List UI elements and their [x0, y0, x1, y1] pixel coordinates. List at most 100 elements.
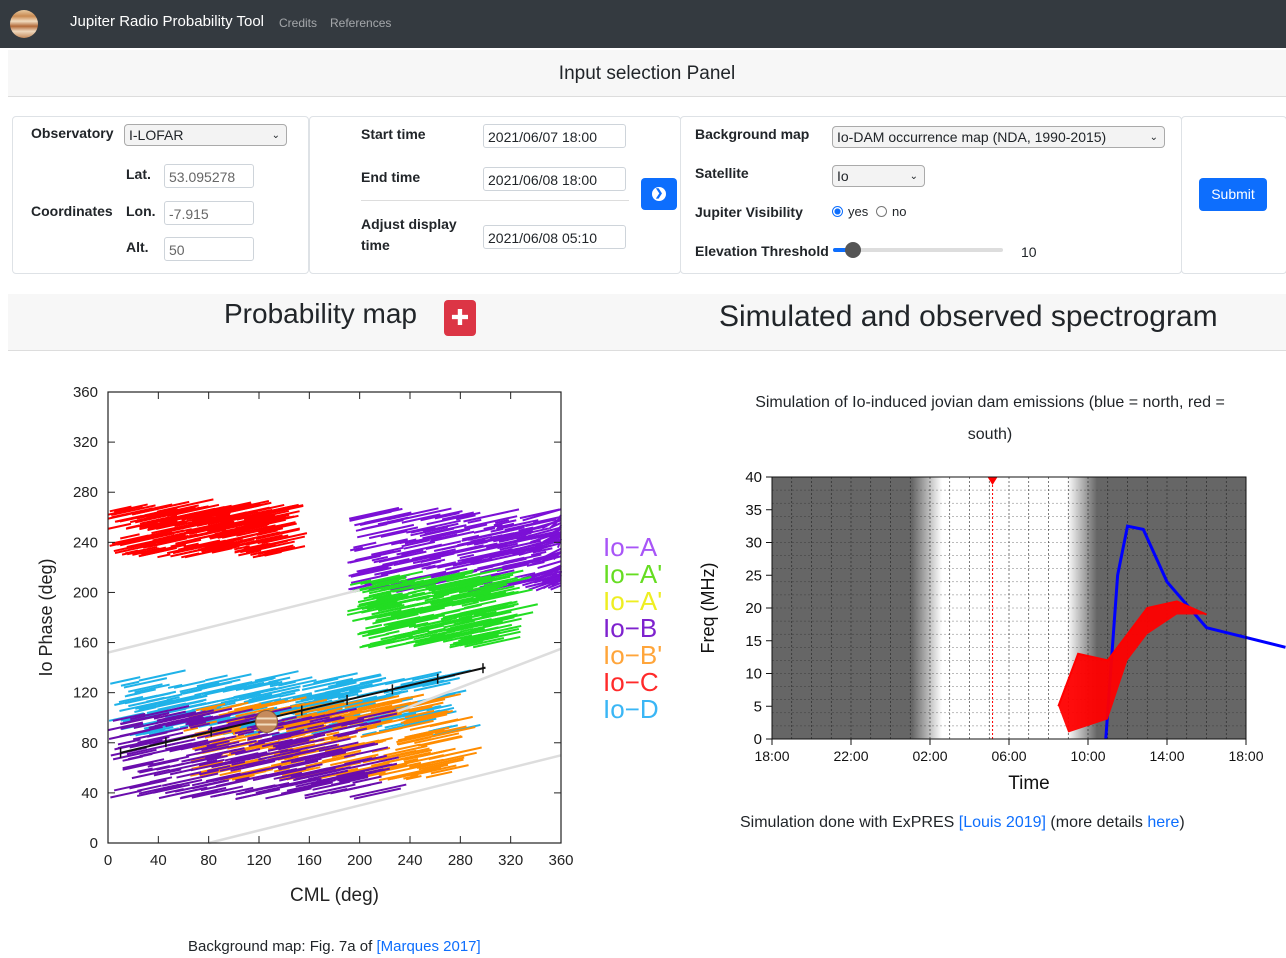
alt-field[interactable]: 50: [164, 237, 254, 261]
background-map-select[interactable]: Io-DAM occurrence map (NDA, 1990-2015) ⌄: [832, 126, 1165, 148]
region-stroke: [313, 722, 368, 737]
submit-button[interactable]: Submit: [1199, 178, 1267, 211]
x-tick-label: 200: [347, 852, 372, 869]
probability-map-title: Probability map: [224, 298, 417, 329]
region-stroke: [467, 518, 482, 524]
y-tick-label: 35: [745, 502, 762, 519]
region-stroke: [349, 783, 407, 798]
region-stroke: [380, 563, 431, 577]
pdf-download-icon[interactable]: ✚: [444, 300, 476, 336]
region-stroke: [223, 523, 264, 535]
region-stroke: [247, 731, 280, 741]
lon-field[interactable]: -7.915: [164, 201, 254, 225]
spectrogram-chart: 18:00 22:00 02:00 06:00 10:00 14:00 18:0005101…: [698, 469, 1286, 794]
chevron-down-icon: ⌄: [909, 171, 918, 182]
region-stroke: [360, 574, 401, 586]
region-stroke: [419, 527, 455, 537]
brand-title[interactable]: Jupiter Radio Probability Tool: [70, 13, 264, 30]
region-stroke: [255, 521, 296, 532]
region-stroke: [268, 676, 291, 684]
region-stroke: [491, 547, 519, 556]
nav-link-references[interactable]: References: [330, 16, 392, 30]
region-stroke: [315, 689, 363, 702]
x-tick-label: 10:00: [1070, 748, 1105, 764]
y-tick-label: 200: [73, 584, 98, 601]
region-stroke: [237, 503, 285, 517]
region-stroke: [198, 758, 225, 767]
region-stroke: [412, 698, 446, 708]
region-stroke: [378, 747, 430, 761]
region-stroke: [514, 572, 536, 579]
elevation-slider-track[interactable]: [833, 242, 1003, 258]
observatory-select[interactable]: I-LOFAR ⌄: [124, 124, 287, 146]
region-stroke: [368, 632, 389, 640]
satellite-select[interactable]: Io ⌄: [832, 165, 925, 187]
track-line-grey: [396, 647, 562, 713]
region-stroke: [107, 721, 144, 732]
region-stroke: [359, 639, 391, 649]
region-stroke: [461, 616, 484, 624]
region-stroke: [459, 553, 475, 560]
region-stroke: [385, 690, 402, 696]
elevation-slider-thumb[interactable]: [845, 242, 862, 258]
region-stroke: [532, 547, 553, 554]
radio-no[interactable]: [876, 206, 887, 217]
region-stroke: [451, 596, 474, 604]
region-stroke: [302, 677, 339, 688]
jupiter-logo-icon[interactable]: [10, 10, 38, 38]
alt-label: Alt.: [126, 239, 149, 255]
x-tick-label: 14:00: [1149, 748, 1184, 764]
region-stroke: [220, 711, 256, 722]
region-stroke: [331, 701, 376, 714]
region-stroke: [551, 565, 562, 578]
region-stroke: [464, 515, 518, 529]
region-stroke: [373, 553, 409, 564]
region-stroke: [420, 735, 463, 747]
region-stroke: [532, 516, 561, 524]
louis-link[interactable]: [Louis 2019]: [958, 814, 1046, 831]
region-stroke: [368, 526, 419, 540]
region-stroke: [463, 508, 520, 523]
region-stroke: [247, 524, 276, 533]
region-stroke: [119, 725, 163, 738]
background-map-value: Io-DAM occurrence map (NDA, 1990-2015): [837, 129, 1107, 145]
region-stroke: [138, 669, 186, 682]
region-stroke: [279, 767, 336, 782]
region-stroke: [199, 505, 225, 514]
nav-link-credits[interactable]: Credits: [279, 16, 318, 30]
region-stroke: [243, 513, 267, 521]
region-stroke: [183, 529, 197, 535]
region-stroke: [121, 545, 158, 556]
track-line-grey: [107, 588, 360, 654]
track-line-grey: [208, 754, 562, 845]
region-stroke: [425, 770, 453, 779]
region-stroke: [208, 533, 224, 539]
here-link[interactable]: here: [1147, 814, 1180, 831]
end-time-label: End time: [361, 169, 421, 185]
region-stroke: [326, 731, 340, 737]
adjust-label-2: time: [361, 237, 390, 253]
radio-yes[interactable]: [832, 206, 843, 217]
region-stroke: [405, 608, 424, 615]
region-stroke: [230, 752, 271, 763]
region-stroke: [362, 630, 386, 638]
region-stroke: [384, 670, 442, 686]
lat-field[interactable]: 53.095278: [164, 164, 254, 188]
caption-text: Background map: Fig. 7a of: [188, 938, 377, 955]
arrow-forward-button[interactable]: ❯: [641, 178, 677, 210]
start-time-field[interactable]: 2021/06/07 18:00: [483, 124, 626, 148]
region-stroke: [301, 677, 354, 691]
region-stroke: [175, 545, 214, 557]
region-stroke: [188, 721, 207, 727]
region-stroke: [260, 518, 286, 527]
region-stroke: [234, 545, 250, 551]
region-stroke: [269, 676, 313, 688]
marques-link[interactable]: [Marques 2017]: [376, 938, 481, 955]
region-stroke: [264, 550, 282, 557]
region-stroke: [470, 557, 493, 564]
elevation-label: Elevation Threshold: [695, 243, 829, 259]
adjust-time-field[interactable]: 2021/06/08 05:10: [483, 225, 626, 249]
end-time-field[interactable]: 2021/06/08 18:00: [483, 167, 626, 191]
region-stroke: [144, 699, 172, 708]
region-stroke: [481, 603, 538, 618]
